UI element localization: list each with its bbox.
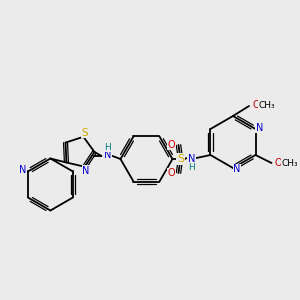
Text: H: H [104,142,111,152]
Text: CH₃: CH₃ [281,158,298,167]
Text: N: N [188,154,195,164]
Text: N: N [256,123,263,133]
Text: O: O [275,158,282,168]
Text: O: O [252,100,260,110]
Text: H: H [188,163,195,172]
Text: N: N [19,166,27,176]
Text: O: O [168,140,175,150]
Text: S: S [177,154,184,164]
Text: N: N [104,150,111,160]
Text: CH₃: CH₃ [259,100,275,109]
Text: N: N [233,164,241,174]
Text: N: N [82,166,89,176]
Text: S: S [81,128,88,138]
Text: O: O [168,168,175,178]
